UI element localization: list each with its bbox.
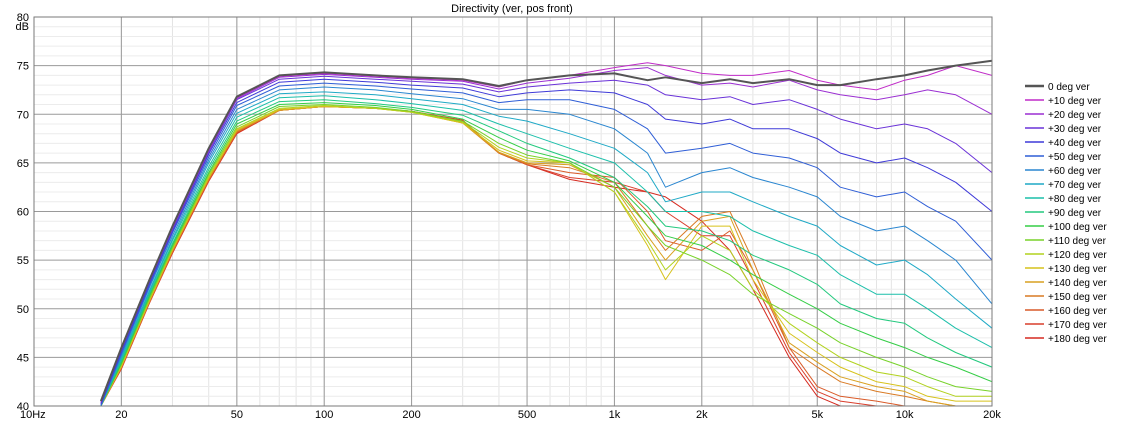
legend-label: +30 deg ver xyxy=(1048,124,1102,135)
legend-label: +160 deg ver xyxy=(1048,306,1107,317)
x-tick-label: 10Hz xyxy=(20,409,46,421)
series-line xyxy=(100,102,992,406)
legend-label: +70 deg ver xyxy=(1048,180,1102,191)
x-tick-label: 5k xyxy=(811,409,823,421)
legend-label: +20 deg ver xyxy=(1048,110,1102,121)
series-line xyxy=(100,105,992,406)
legend-label: +10 deg ver xyxy=(1048,96,1102,107)
y-tick-label: 40 xyxy=(17,401,29,413)
y-tick-label: 80 xyxy=(17,12,29,24)
legend-label: +90 deg ver xyxy=(1048,208,1102,219)
legend-label: +100 deg ver xyxy=(1048,222,1107,233)
legend-label: +50 deg ver xyxy=(1048,152,1102,163)
legend-label: +120 deg ver xyxy=(1048,250,1107,261)
y-tick-label: 70 xyxy=(17,109,29,121)
x-tick-label: 10k xyxy=(896,409,914,421)
series-line xyxy=(100,78,992,405)
legend-label: +110 deg ver xyxy=(1048,236,1107,247)
legend-label: +140 deg ver xyxy=(1048,278,1107,289)
legend-label: 0 deg ver xyxy=(1048,82,1090,93)
chart-title: Directivity (ver, pos front) xyxy=(451,3,573,15)
plot-frame xyxy=(33,16,993,407)
legend: 0 deg ver +10 deg ver +20 deg ver +30 deg v… xyxy=(1025,82,1107,345)
y-tick-label: 60 xyxy=(17,207,29,219)
series-line xyxy=(100,104,992,406)
y-tick-label: 55 xyxy=(17,255,29,267)
x-tick-label: 20 xyxy=(115,409,127,421)
legend-label: +180 deg ver xyxy=(1048,334,1107,345)
x-tick-label: 50 xyxy=(231,409,243,421)
x-tick-label: 500 xyxy=(518,409,536,421)
series-line xyxy=(100,75,992,404)
legend-label: +130 deg ver xyxy=(1048,264,1107,275)
series-line xyxy=(100,82,992,406)
x-tick-label: 2k xyxy=(696,409,708,421)
y-axis-unit-label: dB xyxy=(16,21,29,33)
series-line xyxy=(100,106,992,406)
y-axis-ticks: 40 45 50 55 60 65 70 75 80 xyxy=(17,12,29,413)
series-line xyxy=(100,99,992,406)
series-lines xyxy=(99,59,992,406)
y-tick-label: 45 xyxy=(17,352,29,364)
y-tick-label: 50 xyxy=(17,304,29,316)
series-line xyxy=(100,86,992,406)
legend-label: +80 deg ver xyxy=(1048,194,1102,205)
legend-label: +150 deg ver xyxy=(1048,292,1107,303)
series-line xyxy=(99,59,992,402)
legend-label: +60 deg ver xyxy=(1048,166,1102,177)
x-tick-label: 20k xyxy=(983,409,1001,421)
series-line xyxy=(100,95,992,406)
x-tick-label: 100 xyxy=(315,409,333,421)
series-line xyxy=(100,91,992,406)
y-tick-label: 75 xyxy=(17,61,29,73)
legend-label: +170 deg ver xyxy=(1048,320,1107,331)
x-axis-ticks: 10Hz 20 50 100 200 500 1k 2k 5k 10k 20k xyxy=(20,409,1001,421)
legend-label: +40 deg ver xyxy=(1048,138,1102,149)
y-tick-label: 65 xyxy=(17,158,29,170)
x-tick-label: 1k xyxy=(609,409,621,421)
x-tick-label: 200 xyxy=(402,409,420,421)
